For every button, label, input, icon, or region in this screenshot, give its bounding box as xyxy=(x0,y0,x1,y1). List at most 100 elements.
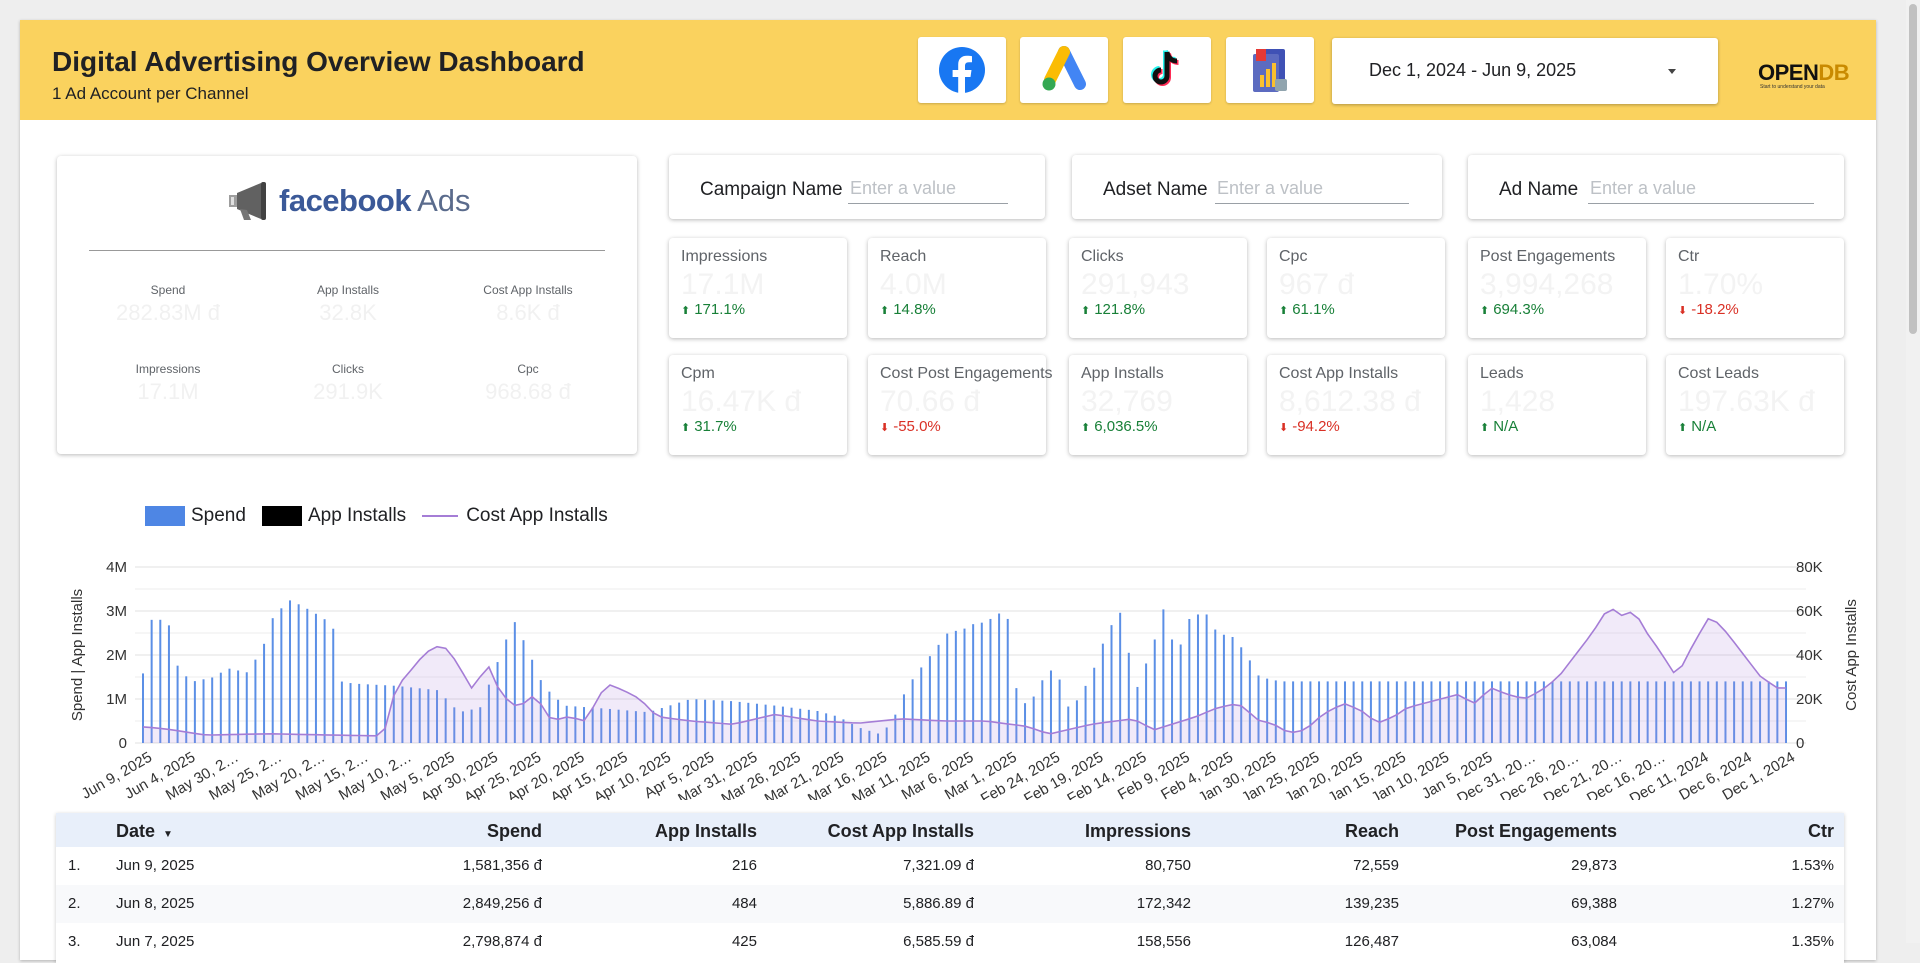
spend-bar[interactable] xyxy=(859,728,862,743)
spend-bar[interactable] xyxy=(142,673,144,743)
spend-bar[interactable] xyxy=(340,681,343,743)
spend-bar[interactable] xyxy=(167,625,170,743)
spend-bar[interactable] xyxy=(1024,703,1027,743)
spend-bar[interactable] xyxy=(851,723,854,743)
spend-bar[interactable] xyxy=(712,700,715,743)
spend-bar[interactable] xyxy=(211,677,214,743)
spend-bar[interactable] xyxy=(1387,681,1390,743)
spend-bar[interactable] xyxy=(807,709,810,743)
spend-bar[interactable] xyxy=(980,622,983,743)
spend-bar[interactable] xyxy=(1499,681,1502,743)
spend-bar[interactable] xyxy=(349,683,352,743)
col-header-impressions[interactable]: Impressions xyxy=(1084,821,1191,841)
spend-bar[interactable] xyxy=(1352,681,1355,743)
spend-bar[interactable] xyxy=(1516,681,1519,743)
col-header-cost-app-installs[interactable]: Cost App Installs xyxy=(827,821,974,841)
spend-bar[interactable] xyxy=(531,659,534,743)
spend-bar[interactable] xyxy=(1032,696,1035,743)
spend-bar[interactable] xyxy=(1741,681,1744,743)
channel-tiktok-button[interactable] xyxy=(1123,37,1211,103)
spend-bar[interactable] xyxy=(176,665,179,743)
spend-bar[interactable] xyxy=(1222,634,1225,743)
spend-bar[interactable] xyxy=(894,714,897,743)
campaign-name-input[interactable] xyxy=(848,173,1008,204)
spend-bar[interactable] xyxy=(825,713,828,743)
table-row[interactable]: 1. Jun 9, 2025 1,581,356 đ 216 7,321.09 đ 80,… xyxy=(56,847,1844,885)
spend-bar[interactable] xyxy=(202,679,205,743)
col-header-date[interactable]: Date ▼ xyxy=(116,821,173,841)
spend-bar[interactable] xyxy=(911,679,914,743)
spend-bar[interactable] xyxy=(1404,681,1407,743)
channel-report-button[interactable] xyxy=(1226,37,1314,103)
spend-bar[interactable] xyxy=(1041,680,1044,743)
spend-bar[interactable] xyxy=(1525,681,1528,743)
spend-bar[interactable] xyxy=(539,680,542,743)
spend-bar[interactable] xyxy=(1759,681,1762,743)
spend-bar[interactable] xyxy=(920,667,923,743)
spend-bar[interactable] xyxy=(1612,681,1615,743)
adset-name-input[interactable] xyxy=(1215,173,1409,204)
spend-bar[interactable] xyxy=(193,681,196,743)
spend-bar[interactable] xyxy=(436,690,439,743)
spend-bar[interactable] xyxy=(1655,681,1658,743)
spend-bar[interactable] xyxy=(583,707,586,743)
spend-bar[interactable] xyxy=(954,630,957,743)
spend-bar[interactable] xyxy=(1534,681,1537,743)
spend-bar[interactable] xyxy=(237,670,240,743)
spend-bar[interactable] xyxy=(1395,681,1398,743)
spend-bar[interactable] xyxy=(1049,670,1052,743)
spend-bar[interactable] xyxy=(1750,681,1753,743)
spend-bar[interactable] xyxy=(764,704,767,743)
cost-app-installs-line[interactable] xyxy=(142,608,1787,737)
spend-bar[interactable] xyxy=(557,699,560,743)
spend-bar[interactable] xyxy=(1274,680,1277,743)
spend-bar[interactable] xyxy=(781,706,784,743)
spend-bar[interactable] xyxy=(617,709,620,743)
spend-bar[interactable] xyxy=(314,613,317,743)
spend-bar[interactable] xyxy=(1335,681,1338,743)
spend-bar[interactable] xyxy=(1283,681,1286,743)
spend-bar[interactable] xyxy=(1093,667,1096,743)
spend-bar[interactable] xyxy=(1672,681,1675,743)
spend-bar[interactable] xyxy=(1646,681,1649,743)
table-row[interactable]: 2. Jun 8, 2025 2,849,256 đ 484 5,886.89 đ 172… xyxy=(56,885,1844,923)
spend-bar[interactable] xyxy=(842,719,845,743)
spend-bar[interactable] xyxy=(1689,681,1692,743)
spend-bar[interactable] xyxy=(332,628,335,743)
spend-bar[interactable] xyxy=(444,698,447,743)
spend-bar[interactable] xyxy=(963,628,966,743)
spend-bar[interactable] xyxy=(1145,663,1148,743)
spend-bar[interactable] xyxy=(1456,681,1459,743)
spend-bar[interactable] xyxy=(1465,681,1468,743)
spend-bar[interactable] xyxy=(574,706,577,743)
spend-bar[interactable] xyxy=(1300,681,1303,743)
spend-bar[interactable] xyxy=(1413,681,1416,743)
col-header-app-installs[interactable]: App Installs xyxy=(654,821,757,841)
spend-bar[interactable] xyxy=(1292,681,1295,743)
spend-bar[interactable] xyxy=(660,708,663,743)
spend-bar[interactable] xyxy=(1439,681,1442,743)
spend-bar[interactable] xyxy=(1136,686,1139,743)
spend-bar[interactable] xyxy=(263,643,266,743)
spend-bar[interactable] xyxy=(297,604,300,743)
spend-bar[interactable] xyxy=(1084,685,1087,743)
spend-bar[interactable] xyxy=(1715,681,1718,743)
col-header-spend[interactable]: Spend xyxy=(486,821,542,841)
spend-bar[interactable] xyxy=(1318,681,1321,743)
spend-bar[interactable] xyxy=(1188,618,1191,743)
spend-bar[interactable] xyxy=(747,702,750,743)
spend-bar[interactable] xyxy=(1266,678,1269,743)
spend-bar[interactable] xyxy=(1205,614,1208,743)
spend-bar[interactable] xyxy=(686,699,689,743)
spend-bar[interactable] xyxy=(418,688,421,743)
spend-bar[interactable] xyxy=(1663,681,1666,743)
spend-bar[interactable] xyxy=(1119,612,1122,743)
spend-bar[interactable] xyxy=(678,702,681,743)
spend-bar[interactable] xyxy=(1153,639,1156,743)
spend-bar[interactable] xyxy=(1603,681,1606,743)
spend-bar[interactable] xyxy=(185,676,188,743)
spend-bar[interactable] xyxy=(219,672,222,743)
spend-bar[interactable] xyxy=(885,727,888,743)
ad-name-input[interactable] xyxy=(1588,173,1814,204)
col-header-post-engagements[interactable]: Post Engagements xyxy=(1454,821,1617,841)
